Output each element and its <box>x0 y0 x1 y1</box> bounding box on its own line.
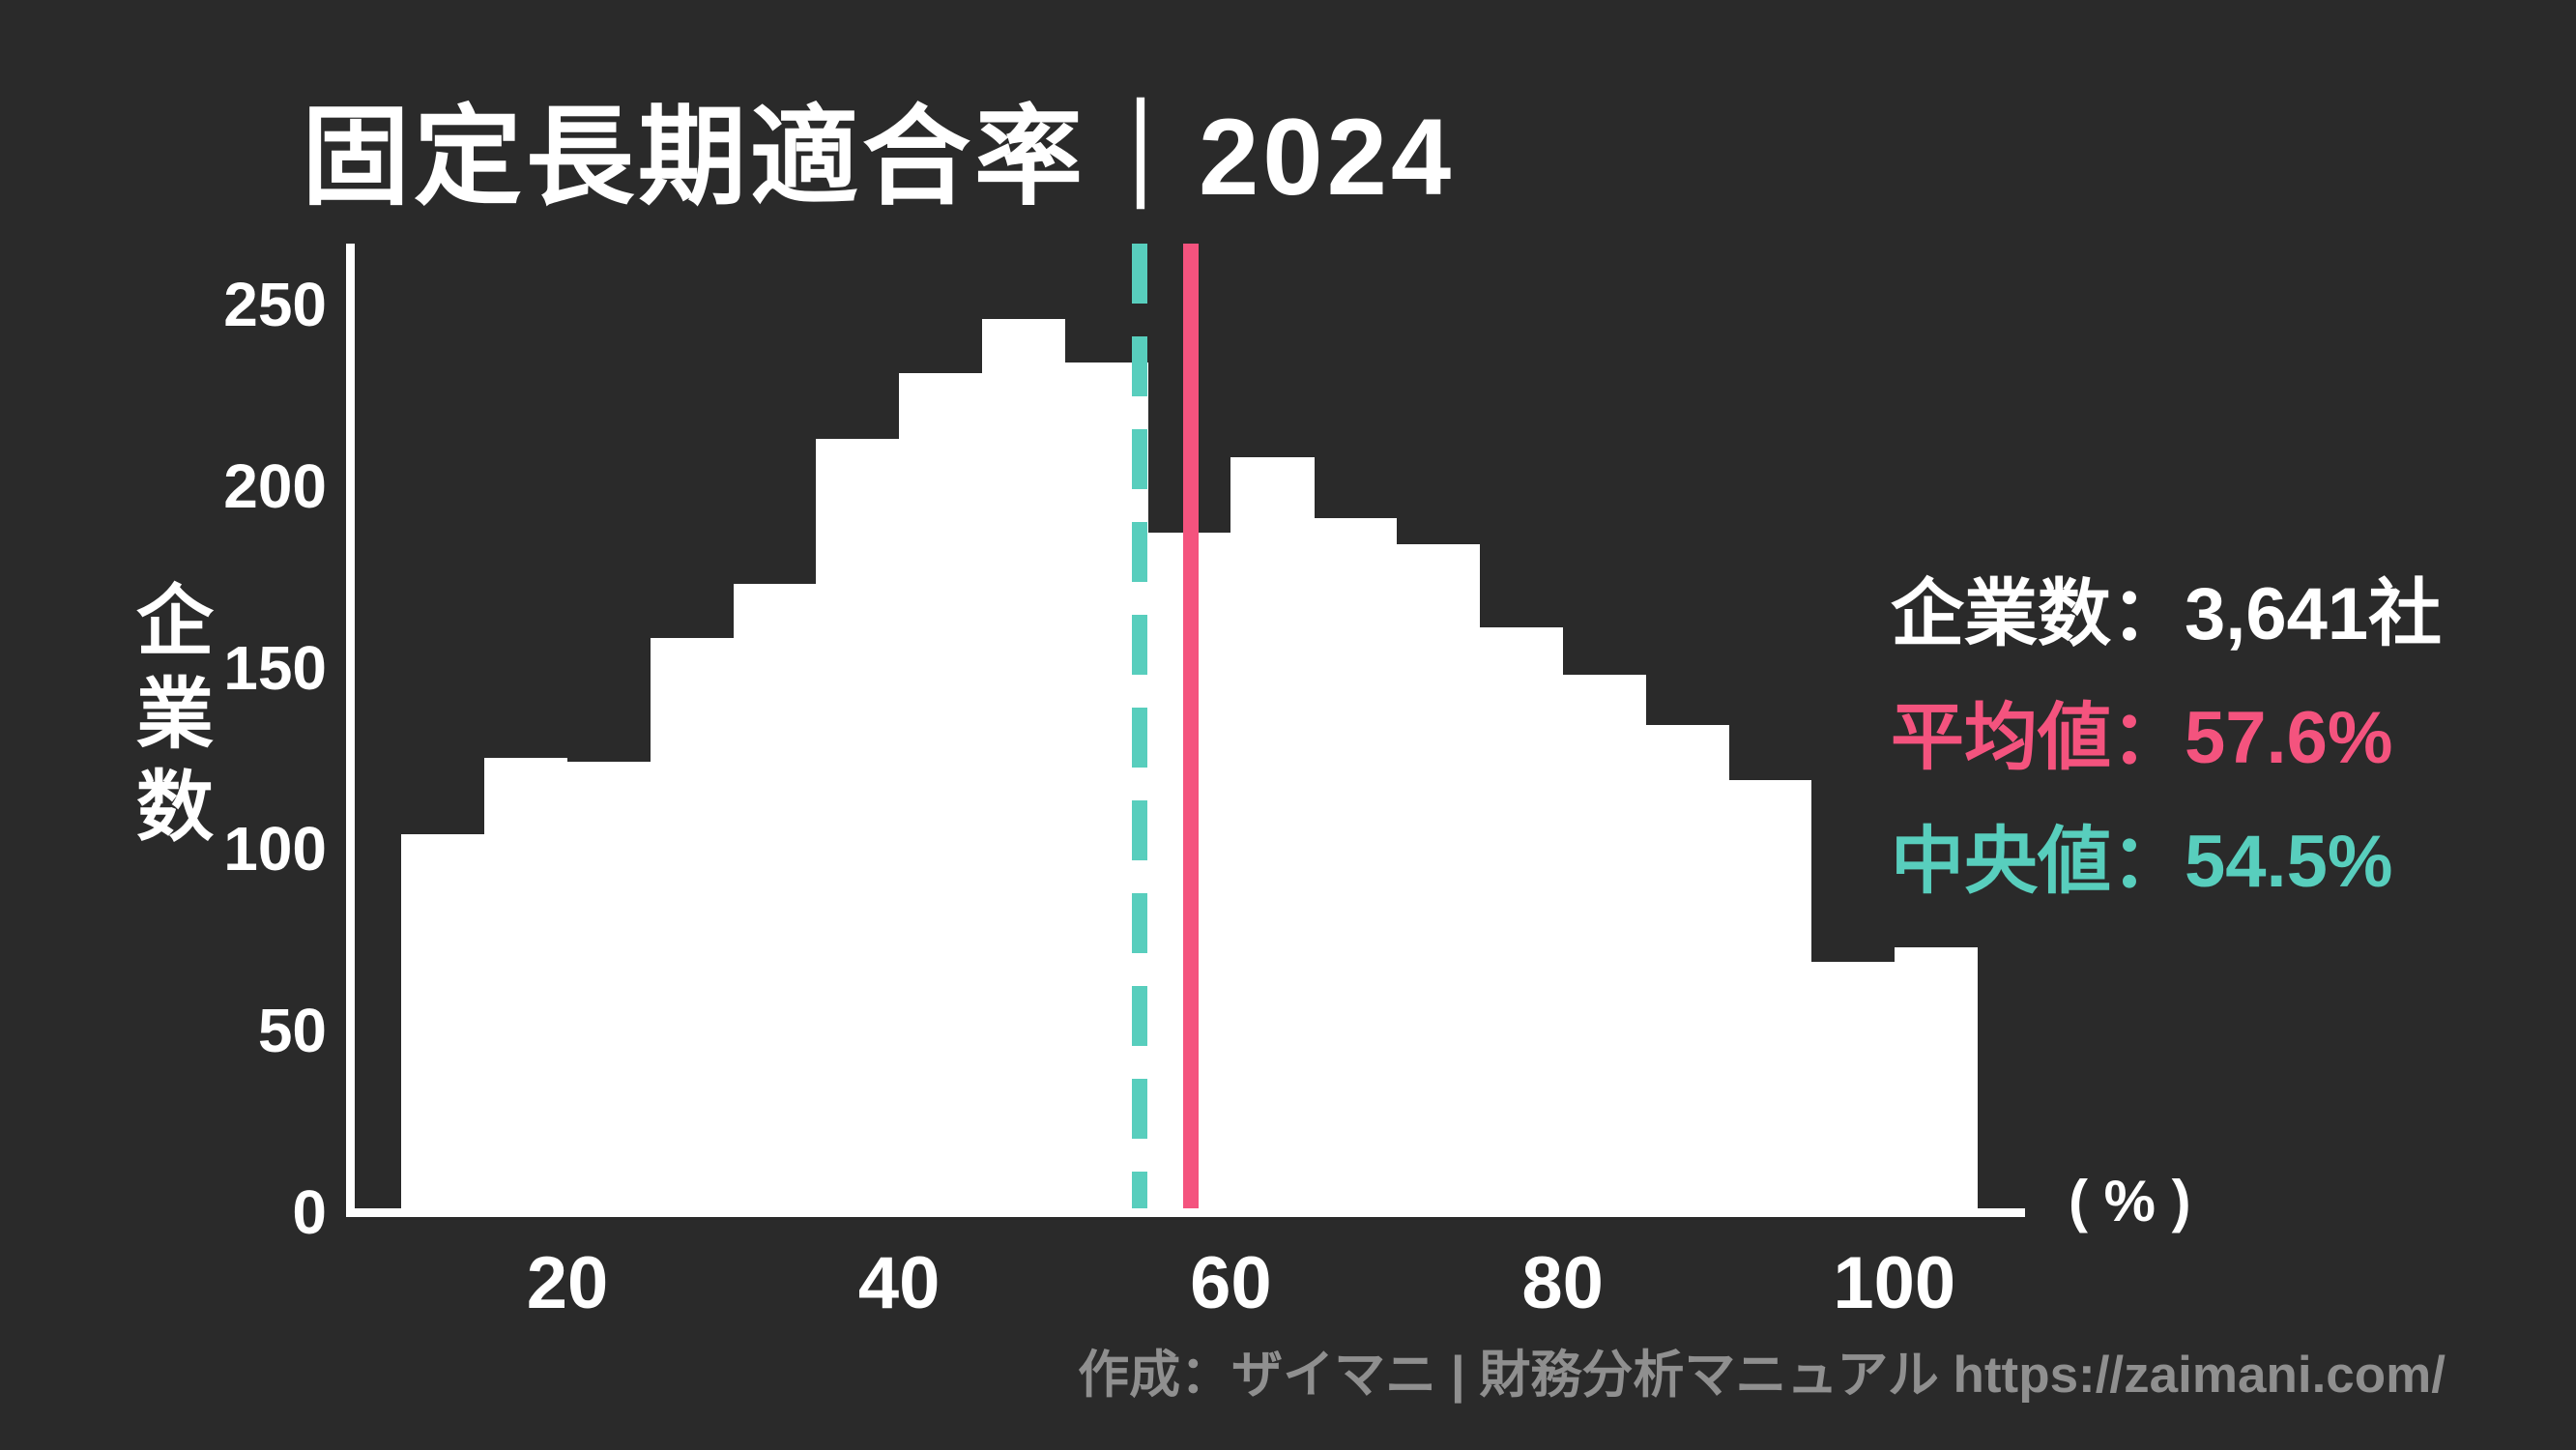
histogram-bar <box>1811 961 1896 1208</box>
x-axis-unit-label: ( % ) <box>2069 1169 2191 1233</box>
histogram-bar <box>982 318 1066 1208</box>
histogram-bar <box>1479 627 1564 1208</box>
histogram-bar <box>1894 946 1979 1208</box>
y-axis-title: 企業数 <box>126 580 212 858</box>
chart-title: 固定長期適合率｜2024 <box>302 97 1456 218</box>
x-tick-label: 20 <box>526 1242 609 1324</box>
histogram-bar <box>899 373 983 1208</box>
histogram-bar <box>1645 725 1729 1208</box>
histogram-bar <box>401 834 485 1208</box>
median-line <box>1132 244 1148 1209</box>
y-tick-label: 150 <box>223 632 327 703</box>
histogram-bar <box>484 758 568 1208</box>
histogram-bar <box>1314 518 1398 1208</box>
legend-companies: 企業数：3,641社 <box>1891 573 2443 655</box>
histogram-bar <box>1397 543 1481 1208</box>
y-tick-label: 200 <box>223 450 327 521</box>
histogram-bar <box>567 762 651 1208</box>
x-axis-line <box>346 1208 2025 1217</box>
credit-footer: 作成：ザイマニ | 財務分析マニュアル https://zaimani.com/ <box>1078 1347 2446 1404</box>
histogram-bar <box>816 438 900 1208</box>
histogram-bar <box>1230 456 1315 1208</box>
x-tick-label: 60 <box>1190 1242 1272 1324</box>
legend: 企業数：3,641社 平均値：57.6% 中央値：54.5% <box>1891 553 2442 924</box>
x-tick-label: 80 <box>1521 1242 1604 1324</box>
y-tick-label: 50 <box>257 996 327 1066</box>
histogram-bar <box>733 583 817 1208</box>
histogram-bar <box>650 638 735 1208</box>
x-tick-label: 40 <box>857 1242 941 1324</box>
legend-median: 中央値：54.5% <box>1891 821 2393 903</box>
y-tick-label: 100 <box>223 814 327 884</box>
y-tick-label: 250 <box>223 270 327 339</box>
y-tick-label: 0 <box>292 1177 327 1247</box>
mean-line <box>1183 244 1200 1209</box>
y-axis-line <box>346 244 355 1217</box>
histogram-bar <box>1728 779 1812 1208</box>
x-tick-label: 100 <box>1833 1242 1956 1324</box>
legend-mean: 平均値：57.6% <box>1891 697 2393 779</box>
histogram-bar <box>1562 674 1646 1208</box>
